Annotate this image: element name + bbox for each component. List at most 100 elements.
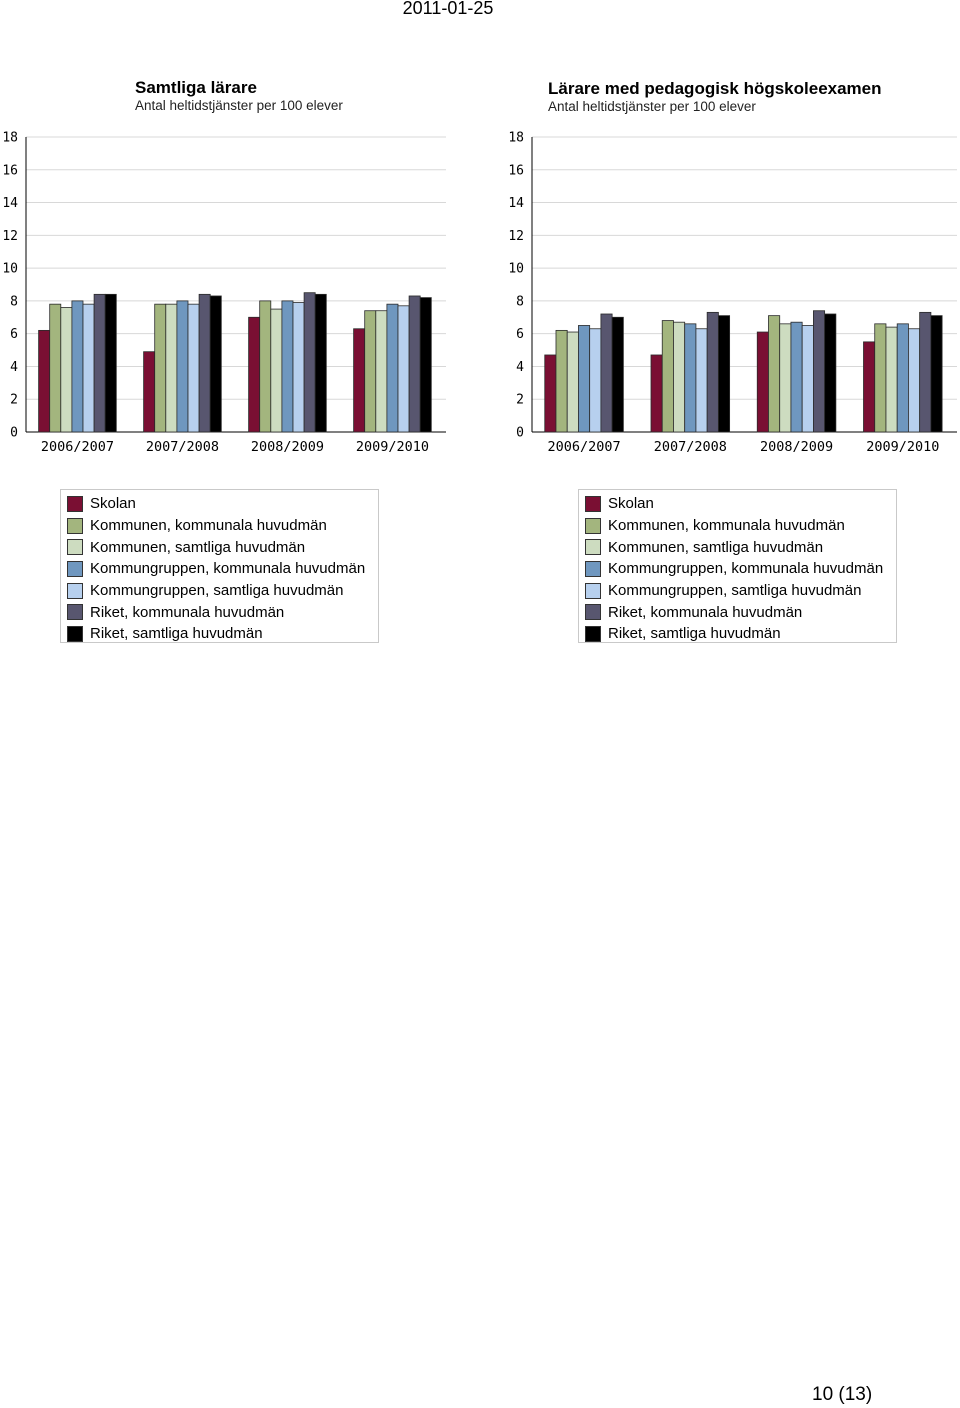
legend-swatch <box>67 604 83 621</box>
y-tick-label: 10 <box>508 262 524 277</box>
legend-swatch <box>67 625 83 642</box>
bar <box>38 329 51 433</box>
y-tick-label: 18 <box>2 131 18 146</box>
bar <box>863 341 876 433</box>
x-tick-label: 2008/2009 <box>760 439 833 455</box>
bar <box>71 300 84 433</box>
bar <box>386 303 399 433</box>
chart-legend: Skolan Kommunen, kommunala huvudmän Kommun… <box>60 489 379 643</box>
bar <box>885 326 898 433</box>
bar <box>154 303 167 433</box>
y-tick-label: 12 <box>2 229 18 244</box>
x-tick-label: 2006/2007 <box>41 439 114 455</box>
bar <box>661 320 674 433</box>
legend-label: Riket, samtliga huvudmän <box>608 625 781 643</box>
legend-swatch <box>585 517 601 534</box>
bar <box>600 313 613 433</box>
bar <box>419 297 432 433</box>
legend-item: Riket, kommunala huvudmän <box>585 601 890 623</box>
bar <box>896 323 909 433</box>
legend-item: Kommunen, kommunala huvudmän <box>67 515 372 537</box>
y-tick-label: 0 <box>10 426 18 441</box>
legend-swatch <box>67 582 83 599</box>
y-tick-label: 6 <box>10 327 18 342</box>
chart-subtitle: Antal heltidstjänster per 100 elever <box>135 98 343 113</box>
legend-swatch <box>585 495 601 512</box>
y-tick-label: 16 <box>508 163 524 178</box>
legend-swatch <box>585 560 601 577</box>
y-tick-label: 12 <box>508 229 524 244</box>
bar <box>790 321 803 433</box>
bar <box>706 311 719 433</box>
legend-label: Kommungruppen, kommunala huvudmän <box>608 560 884 578</box>
legend-item: Riket, kommunala huvudmän <box>67 601 372 623</box>
legend-swatch <box>67 539 83 556</box>
y-tick-label: 2 <box>516 393 524 408</box>
bar <box>209 295 222 433</box>
x-tick-label: 2007/2008 <box>654 439 727 455</box>
legend-item: Riket, samtliga huvudmän <box>585 623 890 645</box>
x-tick-label: 2006/2007 <box>547 439 620 455</box>
bar <box>824 313 837 433</box>
legend-swatch <box>585 625 601 642</box>
x-tick-label: 2008/2009 <box>251 439 324 455</box>
legend-item: Kommungruppen, samtliga huvudmän <box>67 580 372 602</box>
bar <box>82 303 95 433</box>
legend-item: Kommungruppen, kommunala huvudmän <box>585 558 890 580</box>
bar <box>717 315 731 433</box>
bar <box>314 293 327 433</box>
bar <box>143 351 156 433</box>
legend-item: Skolan <box>585 493 890 515</box>
bar <box>93 293 106 433</box>
y-tick-label: 4 <box>516 360 524 375</box>
legend-swatch <box>585 582 601 599</box>
legend-item: Kommungruppen, samtliga huvudmän <box>585 580 890 602</box>
y-tick-label: 8 <box>10 294 18 309</box>
legend-label: Kommunen, kommunala huvudmän <box>608 517 845 535</box>
bar <box>801 325 814 433</box>
bar <box>270 308 283 433</box>
bar <box>397 305 410 433</box>
bar <box>176 300 189 433</box>
legend-label: Kommungruppen, kommunala huvudmän <box>90 560 366 578</box>
bar <box>650 354 663 433</box>
page-number: 10 (13) <box>812 1384 873 1405</box>
bar <box>555 329 568 433</box>
y-tick-label: 16 <box>2 163 18 178</box>
x-tick-label: 2007/2008 <box>146 439 219 455</box>
bar <box>248 316 261 433</box>
bar <box>198 293 211 433</box>
chart-subtitle: Antal heltidstjänster per 100 elever <box>548 99 756 114</box>
bar <box>813 310 826 433</box>
legend-label: Kommungruppen, samtliga huvudmän <box>608 582 862 600</box>
bar <box>353 328 366 433</box>
y-tick-label: 2 <box>10 393 18 408</box>
bar <box>930 315 943 433</box>
bar <box>908 328 921 433</box>
legend-label: Kommungruppen, samtliga huvudmän <box>90 582 344 600</box>
legend-item: Riket, samtliga huvudmän <box>67 623 372 645</box>
x-tick-label: 2009/2010 <box>866 439 939 455</box>
legend-swatch <box>67 495 83 512</box>
bar <box>695 328 708 433</box>
legend-label: Kommunen, kommunala huvudmän <box>90 517 327 535</box>
bar <box>104 293 117 433</box>
legend-item: Kommungruppen, kommunala huvudmän <box>67 558 372 580</box>
y-tick-label: 8 <box>516 294 524 309</box>
legend-label: Skolan <box>90 495 136 513</box>
bar <box>919 311 932 433</box>
bar <box>756 331 769 433</box>
legend-swatch <box>585 604 601 621</box>
chart-title: Samtliga lärare <box>135 78 257 97</box>
legend-item: Kommunen, samtliga huvudmän <box>67 536 372 558</box>
legend-label: Skolan <box>608 495 654 513</box>
bar <box>768 315 781 433</box>
legend-item: Skolan <box>67 493 372 515</box>
legend-label: Kommunen, samtliga huvudmän <box>608 538 824 556</box>
page-date: 2011-01-25 <box>402 0 494 18</box>
legend-swatch <box>67 517 83 534</box>
bar <box>187 303 200 433</box>
chart-larare-pedagogisk-hogskoleexamen: 0 2 4 6 8 10 12 14 16 18 2006/2007 2007/2008 2008/20… <box>508 131 957 455</box>
legend-label: Riket, samtliga huvudmän <box>90 625 263 643</box>
chart-title: Lärare med pedagogisk högskoleexamen <box>548 79 882 98</box>
